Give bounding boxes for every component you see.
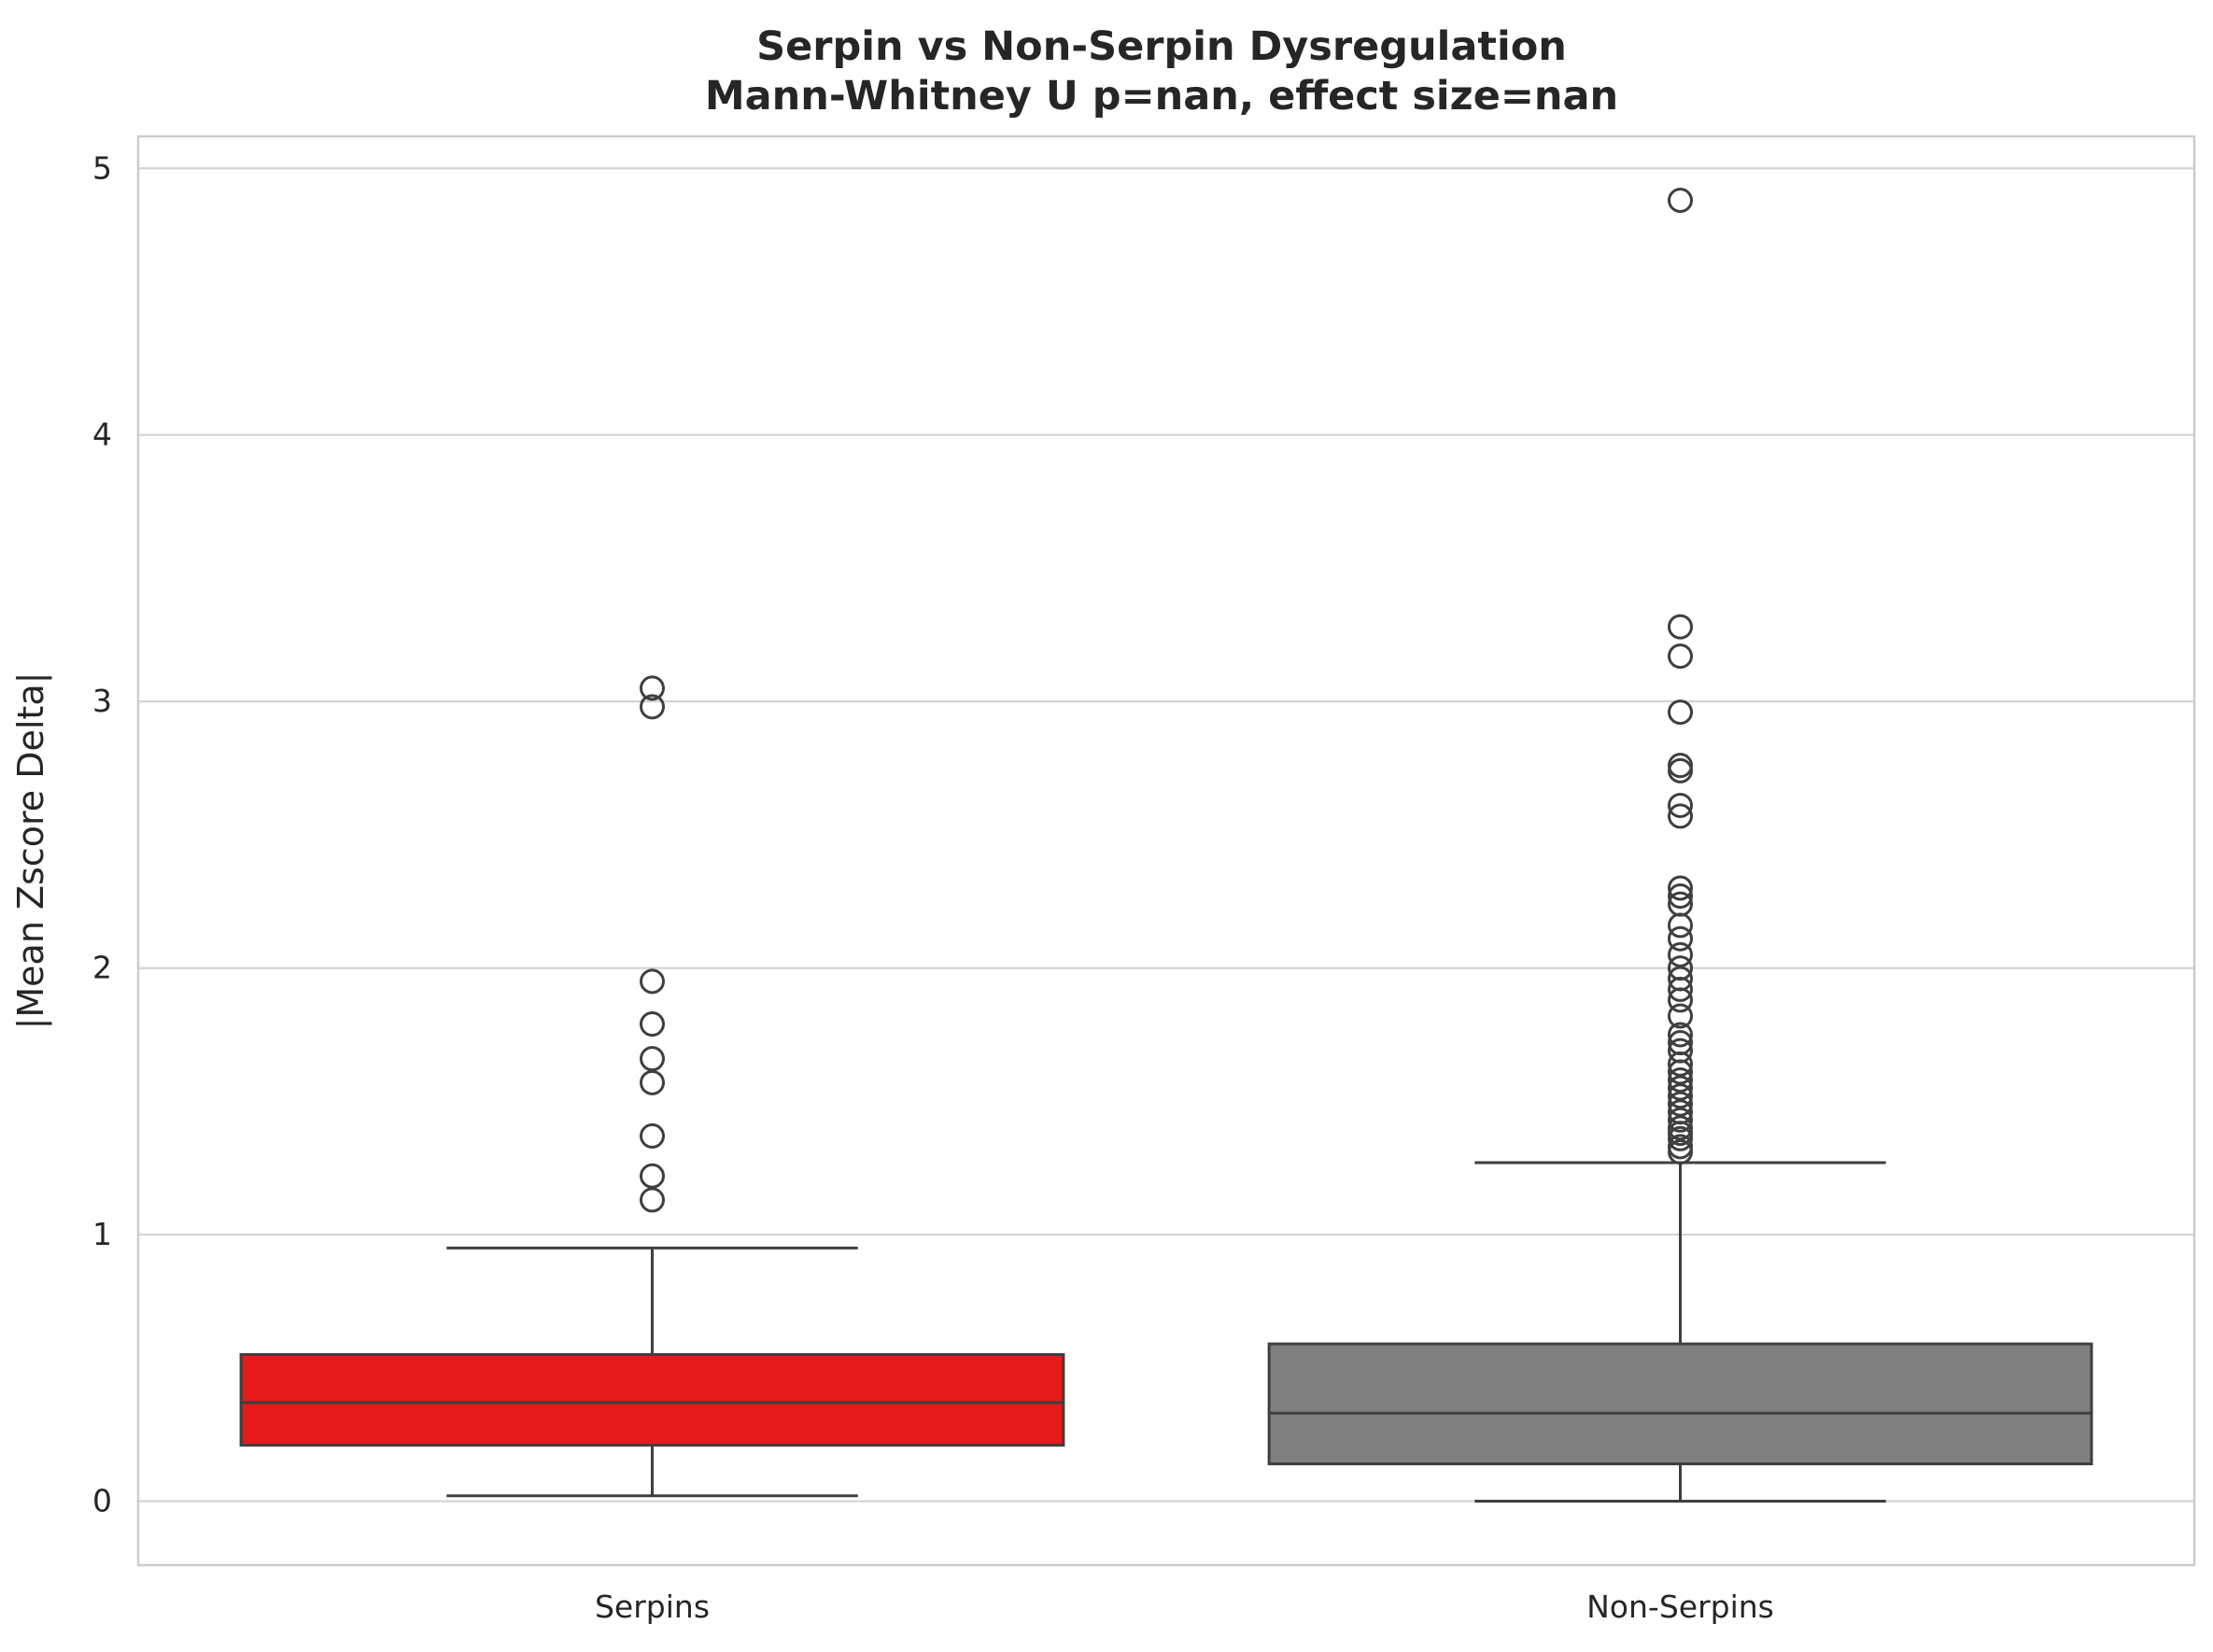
outlier-point [1668, 792, 1693, 818]
plot-frame [136, 134, 2196, 1567]
outlier-point [1668, 188, 1693, 214]
outlier-point [1668, 1022, 1693, 1048]
y-tick-label: 3 [92, 683, 112, 719]
y-tick-label: 2 [92, 950, 112, 986]
outlier-point [640, 694, 665, 720]
outlier-point [1668, 941, 1693, 967]
outlier-point [1668, 1038, 1693, 1064]
outlier-point [1668, 1030, 1693, 1056]
box-iqr [239, 1352, 1065, 1447]
outlier-point [1668, 1107, 1693, 1133]
y-tick-label: 5 [92, 149, 112, 186]
outlier-point [1668, 891, 1693, 917]
box-group-1 [1267, 188, 2093, 1503]
y-tick-label: 4 [92, 417, 112, 453]
outlier-point [1668, 1099, 1693, 1125]
outlier-point [1668, 875, 1693, 901]
chart-subtitle: Mann-Whitney U p=nan, effect size=nan [705, 73, 1618, 120]
outlier-point [1668, 803, 1693, 829]
outlier-point [1668, 1083, 1693, 1109]
outlier-point [640, 1187, 665, 1213]
outlier-point [640, 968, 665, 995]
outlier-point [1668, 883, 1693, 910]
outlier-point [640, 1011, 665, 1038]
box-layer [239, 188, 2093, 1503]
y-axis-label: |Mean Zscore Delta| [10, 672, 52, 1030]
outlier-point [640, 675, 665, 701]
outlier-point [1668, 955, 1693, 981]
outlier-point [1668, 753, 1693, 779]
outlier-point [640, 1163, 665, 1189]
outlier-point [1668, 643, 1693, 670]
y-tick-label: 1 [92, 1216, 112, 1252]
outlier-point [1668, 1134, 1693, 1160]
outlier-point [1668, 1115, 1693, 1141]
outlier-point [1668, 1066, 1693, 1093]
outlier-point [1668, 966, 1693, 992]
outlier-point [1668, 1091, 1693, 1117]
x-tick-label: Serpins [595, 1588, 710, 1625]
x-tick-label: Non-Serpins [1586, 1588, 1774, 1625]
grid-layer [138, 167, 2194, 1503]
box-iqr [1267, 1342, 2093, 1466]
chart-title: Serpin vs Non-Serpin Dysregulation [756, 23, 1567, 70]
outlier-point [640, 1123, 665, 1149]
tick-layer: 0 1 2 3 4 5 Serpins Non-Serpins [92, 149, 1774, 1625]
outlier-point [640, 1069, 665, 1095]
outlier-point [1668, 925, 1693, 952]
y-tick-label: 0 [92, 1482, 112, 1518]
outlier-point [1668, 699, 1693, 726]
outlier-point [1668, 1075, 1693, 1101]
box-group-0 [239, 675, 1065, 1498]
outlier-point [1668, 1003, 1693, 1029]
outlier-point [640, 1046, 665, 1072]
outlier-point [1668, 614, 1693, 640]
